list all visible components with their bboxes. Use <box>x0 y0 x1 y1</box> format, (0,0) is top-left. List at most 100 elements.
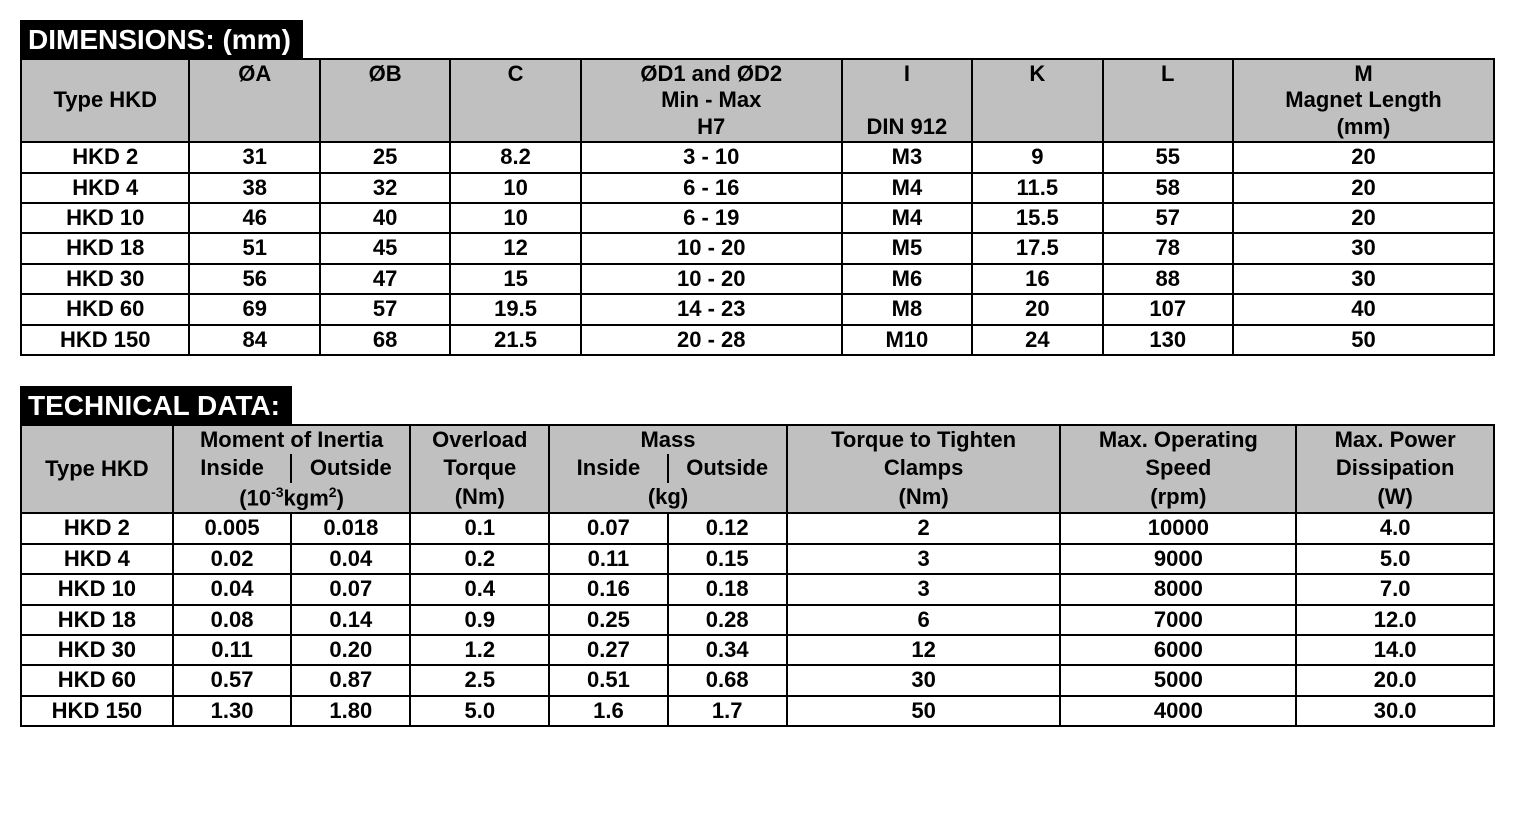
dimensions-title: DIMENSIONS: (mm) <box>20 20 303 58</box>
table-cell: 20.0 <box>1296 665 1494 695</box>
table-cell: 19.5 <box>450 294 580 324</box>
table-cell: 1.80 <box>291 696 410 726</box>
table-cell: 21.5 <box>450 325 580 355</box>
table-cell: 11.5 <box>972 173 1102 203</box>
table-cell: 20 <box>972 294 1102 324</box>
tech-header-moi-inside: Inside <box>173 454 291 482</box>
table-cell: 3 <box>787 544 1061 574</box>
table-cell: 6 - 16 <box>581 173 842 203</box>
table-cell: 58 <box>1103 173 1233 203</box>
table-cell: 4000 <box>1060 696 1296 726</box>
table-cell: 0.02 <box>173 544 291 574</box>
table-cell: 45 <box>320 233 450 263</box>
tech-header-moi-unit: (10-3kgm2) <box>173 483 411 514</box>
tech-header-tighten-unit: (Nm) <box>787 483 1061 514</box>
tech-header-speed-unit: (rpm) <box>1060 483 1296 514</box>
tech-header-type: Type HKD <box>21 425 173 514</box>
table-cell: 30 <box>787 665 1061 695</box>
table-cell: 0.18 <box>668 574 787 604</box>
table-cell: 20 <box>1233 142 1494 172</box>
table-cell: M10 <box>842 325 972 355</box>
table-cell: 12 <box>787 635 1061 665</box>
dim-header-m-main: M <box>1354 61 1372 86</box>
dim-header-od-main: ØD1 and ØD2 <box>640 61 782 86</box>
table-cell: 14 - 23 <box>581 294 842 324</box>
table-row: HKD 300.110.201.20.270.3412600014.0 <box>21 635 1494 665</box>
table-cell: 0.12 <box>668 513 787 543</box>
dim-header-l: L <box>1103 59 1233 142</box>
table-cell: 6 - 19 <box>581 203 842 233</box>
table-cell: 40 <box>1233 294 1494 324</box>
table-cell: 7000 <box>1060 605 1296 635</box>
tech-header-tighten: Torque to Tighten <box>787 425 1061 454</box>
table-cell: 0.07 <box>291 574 410 604</box>
table-cell: 3 <box>787 574 1061 604</box>
table-cell: 0.87 <box>291 665 410 695</box>
table-cell: 10000 <box>1060 513 1296 543</box>
table-cell: 9000 <box>1060 544 1296 574</box>
tech-header-mass-unit: (kg) <box>549 483 787 514</box>
table-cell: 10 - 20 <box>581 264 842 294</box>
table-cell: 0.005 <box>173 513 291 543</box>
tech-header-mass-outside: Outside <box>668 454 787 482</box>
table-cell: 0.68 <box>668 665 787 695</box>
table-cell: HKD 10 <box>21 203 189 233</box>
table-cell: 4.0 <box>1296 513 1494 543</box>
table-cell: 30 <box>1233 264 1494 294</box>
dim-header-m-sub2: (mm) <box>1337 114 1391 139</box>
tech-moi-unit-mid: kgm <box>284 485 329 510</box>
table-row: HKD 231258.23 - 10M395520 <box>21 142 1494 172</box>
tech-header-overload-sub1: Torque <box>410 454 549 482</box>
table-cell: 16 <box>972 264 1102 294</box>
table-cell: 51 <box>189 233 319 263</box>
dim-header-i-main: I <box>904 61 910 86</box>
table-cell: 40 <box>320 203 450 233</box>
table-cell: 3 - 10 <box>581 142 842 172</box>
table-cell: 84 <box>189 325 319 355</box>
table-cell: M4 <box>842 173 972 203</box>
table-cell: 56 <box>189 264 319 294</box>
table-cell: 47 <box>320 264 450 294</box>
table-cell: 0.07 <box>549 513 667 543</box>
table-cell: 0.2 <box>410 544 549 574</box>
table-cell: 69 <box>189 294 319 324</box>
table-cell: 24 <box>972 325 1102 355</box>
table-row: HKD 150846821.520 - 28M102413050 <box>21 325 1494 355</box>
table-cell: M8 <box>842 294 972 324</box>
table-cell: HKD 150 <box>21 325 189 355</box>
table-cell: 0.9 <box>410 605 549 635</box>
table-row: HKD 60695719.514 - 23M82010740 <box>21 294 1494 324</box>
table-cell: 50 <box>1233 325 1494 355</box>
tech-header-tighten-sub1: Clamps <box>787 454 1061 482</box>
dim-header-i: I DIN 912 <box>842 59 972 142</box>
tech-header-speed-sub1: Speed <box>1060 454 1296 482</box>
table-cell: HKD 18 <box>21 605 173 635</box>
tech-header-speed: Max. Operating <box>1060 425 1296 454</box>
table-cell: 46 <box>189 203 319 233</box>
table-cell: 15 <box>450 264 580 294</box>
table-cell: 5.0 <box>1296 544 1494 574</box>
table-cell: 17.5 <box>972 233 1102 263</box>
table-cell: 14.0 <box>1296 635 1494 665</box>
table-cell: 0.15 <box>668 544 787 574</box>
table-cell: 0.4 <box>410 574 549 604</box>
tech-header-power-sub1: Dissipation <box>1296 454 1494 482</box>
dim-header-i-sub: DIN 912 <box>867 114 948 139</box>
dim-header-od: ØD1 and ØD2 Min - Max H7 <box>581 59 842 142</box>
table-cell: M3 <box>842 142 972 172</box>
table-cell: 0.16 <box>549 574 667 604</box>
table-cell: HKD 2 <box>21 142 189 172</box>
table-row: HKD 600.570.872.50.510.6830500020.0 <box>21 665 1494 695</box>
table-cell: 1.30 <box>173 696 291 726</box>
table-row: HKD 100.040.070.40.160.18380007.0 <box>21 574 1494 604</box>
tech-header-power-unit: (W) <box>1296 483 1494 514</box>
dim-header-od-sub2: H7 <box>697 114 725 139</box>
table-row: HKD 20.0050.0180.10.070.122100004.0 <box>21 513 1494 543</box>
dim-header-m: M Magnet Length (mm) <box>1233 59 1494 142</box>
table-cell: HKD 18 <box>21 233 189 263</box>
table-cell: 0.28 <box>668 605 787 635</box>
table-cell: 12 <box>450 233 580 263</box>
table-cell: HKD 150 <box>21 696 173 726</box>
table-cell: HKD 4 <box>21 544 173 574</box>
table-cell: 30.0 <box>1296 696 1494 726</box>
